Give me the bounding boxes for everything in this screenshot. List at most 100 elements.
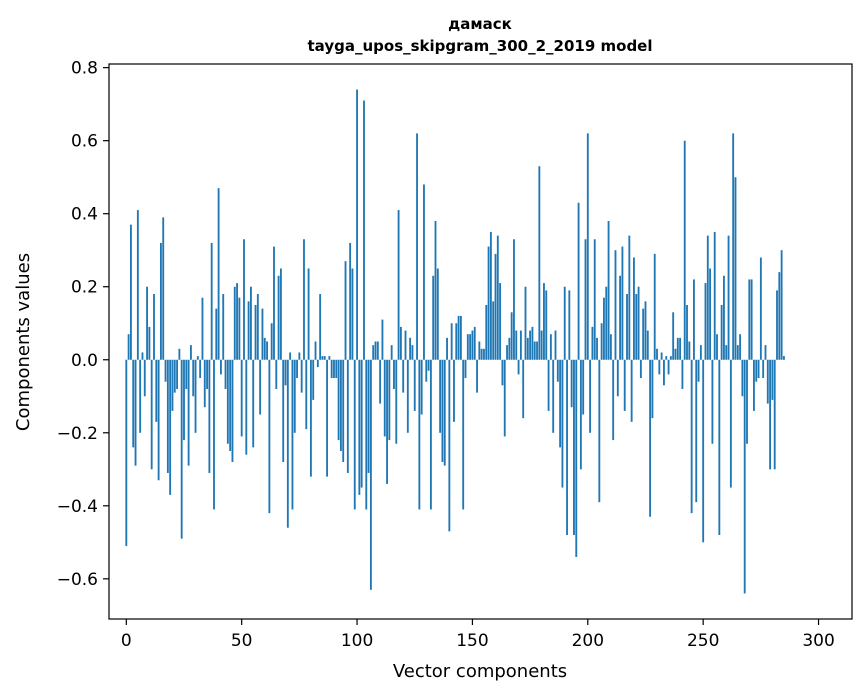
- bar-157: [487, 246, 490, 360]
- bar-154: [480, 348, 483, 360]
- bar-269: [746, 359, 748, 444]
- bar-190: [563, 286, 566, 360]
- bar-55: [252, 359, 255, 448]
- bar-152: [476, 359, 478, 393]
- bar-202: [591, 326, 594, 360]
- bar-213: [616, 359, 619, 397]
- bar-279: [769, 359, 772, 470]
- y-tick-label: 0.2: [71, 278, 98, 298]
- plot-frame: [108, 63, 853, 620]
- bar-110: [379, 359, 382, 404]
- bar-268: [743, 359, 746, 594]
- bar-197: [579, 359, 582, 470]
- bar-148: [466, 334, 469, 360]
- bar-220: [633, 257, 635, 360]
- bar-2: [130, 224, 132, 360]
- bar-180: [540, 330, 543, 360]
- bar-257: [718, 359, 721, 536]
- bar-146: [462, 359, 465, 510]
- bar-259: [723, 275, 725, 360]
- bar-39: [215, 308, 218, 360]
- bar-120: [402, 359, 405, 393]
- bar-173: [524, 286, 527, 360]
- bar-198: [582, 359, 585, 415]
- bar-56: [254, 304, 257, 360]
- bar-4: [134, 359, 137, 466]
- bar-104: [365, 359, 368, 510]
- bar-239: [676, 337, 679, 360]
- bar-243: [686, 304, 688, 360]
- x-tick-label: 150: [456, 631, 488, 651]
- bar-8: [143, 359, 146, 397]
- bar-144: [457, 315, 460, 360]
- bar-71: [289, 352, 292, 360]
- bar-83: [316, 359, 319, 368]
- bar-31: [196, 356, 199, 360]
- bar-262: [729, 359, 732, 488]
- bar-205: [598, 359, 601, 503]
- bar-271: [750, 279, 753, 360]
- bar-181: [543, 283, 545, 360]
- bar-218: [628, 235, 631, 360]
- bar-183: [547, 359, 550, 411]
- bar-53: [247, 301, 250, 360]
- bar-147: [464, 359, 467, 379]
- bar-86: [323, 356, 326, 360]
- bar-237: [672, 312, 675, 360]
- bar-149: [469, 334, 472, 360]
- bar-139: [446, 337, 448, 360]
- bar-246: [693, 279, 695, 360]
- bar-25: [183, 359, 185, 441]
- bar-95: [344, 261, 347, 360]
- bar-72: [291, 359, 294, 510]
- bar-24: [180, 359, 183, 539]
- bar-19: [169, 359, 172, 495]
- bar-284: [780, 250, 783, 360]
- y-ticks: −0.6 −0.4 −0.2 0.0 0.2 0.4 0.6 0.8: [57, 59, 109, 590]
- bar-188: [559, 359, 562, 448]
- chart-subtitle: tayga_upos_skipgram_300_2_2019 model: [308, 37, 653, 55]
- bar-78: [305, 359, 308, 430]
- bar-156: [485, 304, 488, 360]
- bar-235: [667, 359, 670, 375]
- bar-261: [727, 235, 730, 360]
- bar-175: [529, 330, 532, 360]
- bar-241: [681, 359, 684, 389]
- bar-67: [279, 268, 282, 360]
- bar-134: [434, 221, 437, 360]
- bar-76: [300, 359, 303, 393]
- bar-221: [635, 294, 638, 360]
- bar-130: [425, 359, 428, 382]
- bar-27: [187, 359, 190, 466]
- bar-172: [522, 359, 525, 419]
- bar-192: [568, 290, 571, 360]
- bar-61: [266, 341, 268, 360]
- bar-74: [296, 359, 298, 379]
- bar-13: [155, 359, 158, 422]
- bar-47: [233, 286, 236, 360]
- bar-227: [649, 359, 652, 517]
- bar-138: [443, 359, 446, 466]
- bar-102: [360, 359, 363, 488]
- bar-207: [603, 297, 605, 360]
- bar-122: [406, 359, 409, 433]
- bar-37: [210, 242, 213, 360]
- bar-189: [561, 359, 564, 488]
- bar-226: [646, 330, 649, 360]
- bar-119: [399, 326, 402, 360]
- bar-20: [171, 359, 174, 411]
- bar-236: [669, 356, 672, 360]
- bar-171: [519, 330, 522, 360]
- bar-115: [390, 345, 393, 360]
- bar-204: [596, 337, 598, 360]
- bar-38: [213, 359, 215, 510]
- bar-68: [282, 359, 285, 462]
- bar-23: [178, 348, 181, 360]
- bar-150: [471, 330, 474, 360]
- bar-247: [695, 359, 698, 503]
- bar-194: [573, 359, 575, 536]
- bar-210: [609, 334, 612, 360]
- bar-133: [432, 275, 435, 360]
- bar-285: [783, 356, 785, 360]
